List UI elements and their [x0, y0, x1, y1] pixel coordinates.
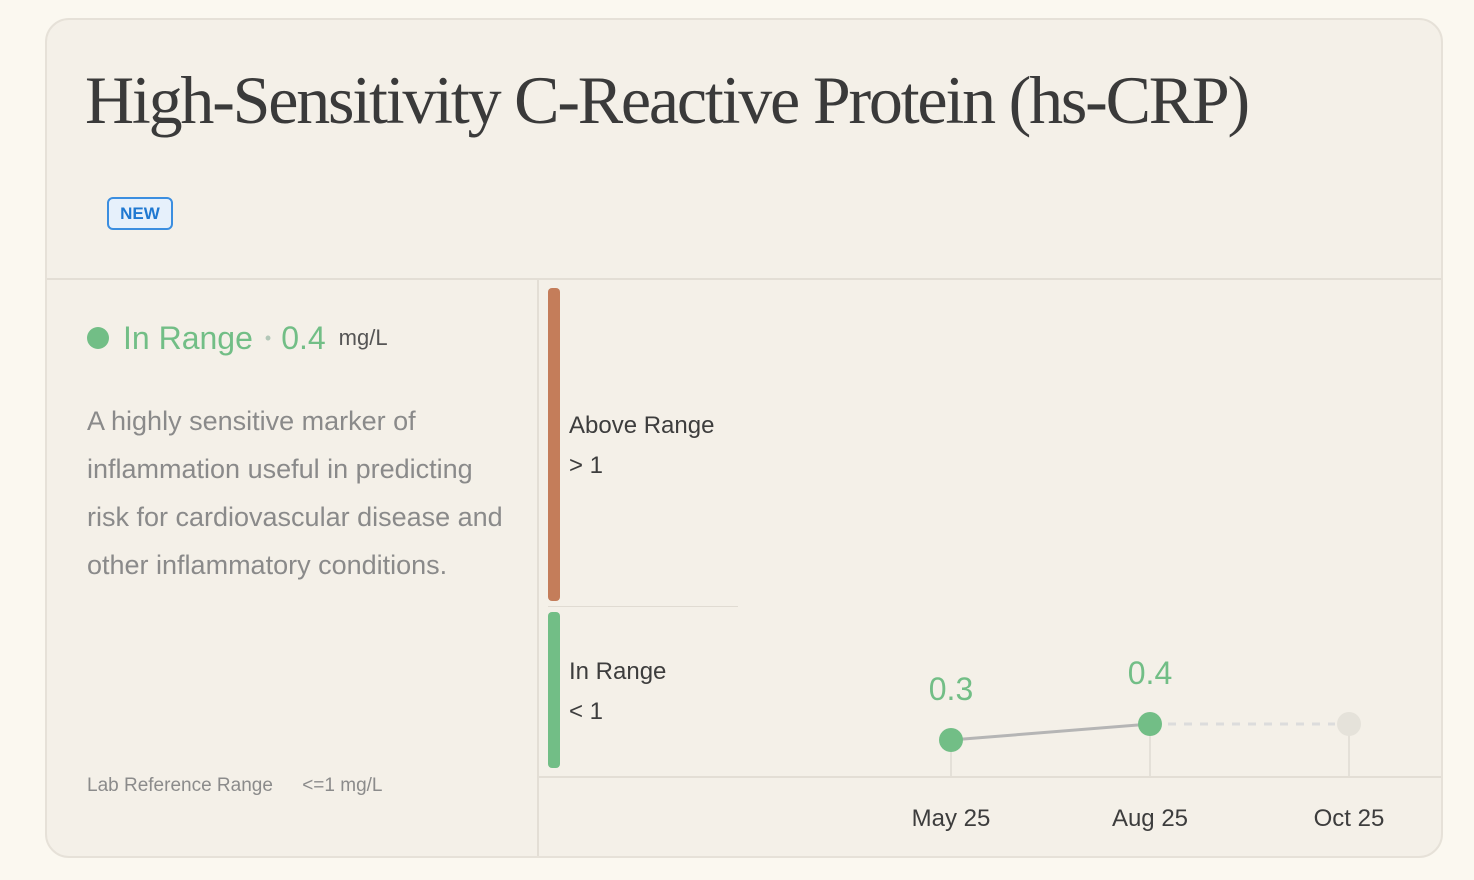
- status-unit: mg/L: [338, 325, 388, 350]
- trend-plot: 0.3 0.4 May 25 Aug 25 Oct 25: [912, 655, 1385, 832]
- card-header: High-Sensitivity C-Reactive Protein (hs-…: [47, 20, 1441, 280]
- panel-divider: [537, 280, 539, 856]
- lab-reference-range: Lab Reference Range <=1 mg/L: [87, 775, 382, 797]
- status-row: In Range • 0.4 mg/L: [87, 318, 388, 358]
- trend-chart: Above Range > 1 In Range < 1 0.3 0.4 May 2…: [539, 280, 1441, 856]
- trend-line-segment: [950, 722, 1151, 742]
- in-range-bar: [548, 612, 560, 768]
- in-range-threshold: < 1: [569, 698, 604, 725]
- pending-data-point: [1337, 712, 1361, 736]
- status-separator: •: [264, 327, 272, 348]
- range-separator: [548, 606, 738, 607]
- x-tick-label: Aug 25: [1112, 805, 1188, 832]
- biomarker-description: A highly sensitive marker of inflammatio…: [87, 406, 503, 580]
- status-dot-icon: [87, 327, 109, 349]
- new-badge: NEW: [107, 197, 173, 230]
- data-point: [939, 728, 963, 752]
- above-range-threshold: > 1: [569, 452, 604, 479]
- status-value: 0.4: [281, 319, 326, 356]
- x-axis-line: [539, 776, 1441, 778]
- data-label: 0.4: [1128, 655, 1172, 691]
- summary-panel: In Range • 0.4 mg/L A highly sensitive m…: [47, 280, 537, 856]
- in-range-label: In Range: [569, 658, 667, 685]
- above-range-label: Above Range: [569, 412, 715, 439]
- x-tick-label: May 25: [912, 805, 991, 832]
- x-tick-label: Oct 25: [1314, 805, 1385, 832]
- above-range-bar: [548, 288, 560, 601]
- lab-reference-value: <=1 mg/L: [302, 775, 383, 796]
- biomarker-card: High-Sensitivity C-Reactive Protein (hs-…: [45, 18, 1443, 858]
- status-label: In Range: [123, 319, 253, 356]
- page-title: High-Sensitivity C-Reactive Protein (hs-…: [85, 62, 1250, 138]
- data-label: 0.3: [929, 671, 973, 707]
- data-point: [1138, 712, 1162, 736]
- lab-reference-label: Lab Reference Range: [87, 775, 273, 796]
